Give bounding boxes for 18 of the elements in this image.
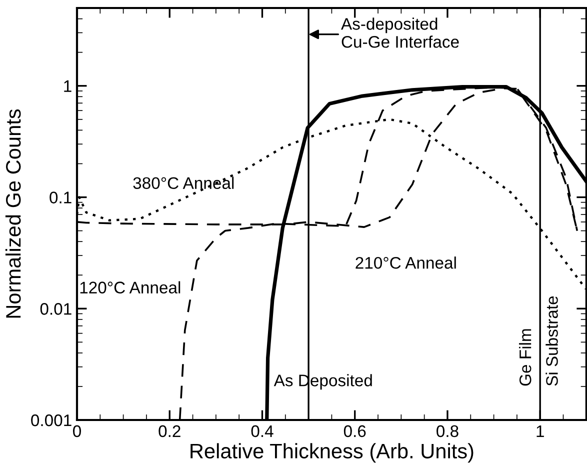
ref-line-label: As-deposited Cu-Ge Interface [341,18,459,48]
x-tick-label: 0.4 [251,425,274,438]
x-tick-label: 0.8 [436,425,458,438]
series-label: 120°C Anneal [80,281,180,294]
y-tick-label: 0.001 [31,414,72,426]
series-label: 380°C Anneal [133,176,234,190]
x-tick-label: 0 [73,425,81,438]
x-tick-label: 1 [536,425,544,437]
annotation: Ge Film [519,329,532,386]
y-tick-label: 0.01 [40,303,72,315]
annotation: Si Substrate [546,296,558,386]
series-label: 210°C Anneal [356,256,456,269]
y-tick-label: 1 [64,80,72,92]
y-tick-label: 0.1 [50,192,72,204]
x-axis-title: Relative Thickness (Arb. Units) [190,443,474,463]
x-tick-label: 0.2 [158,425,180,438]
x-tick-label: 0.6 [344,425,366,438]
y-axis-title: Normalized Ge Counts [5,109,21,318]
